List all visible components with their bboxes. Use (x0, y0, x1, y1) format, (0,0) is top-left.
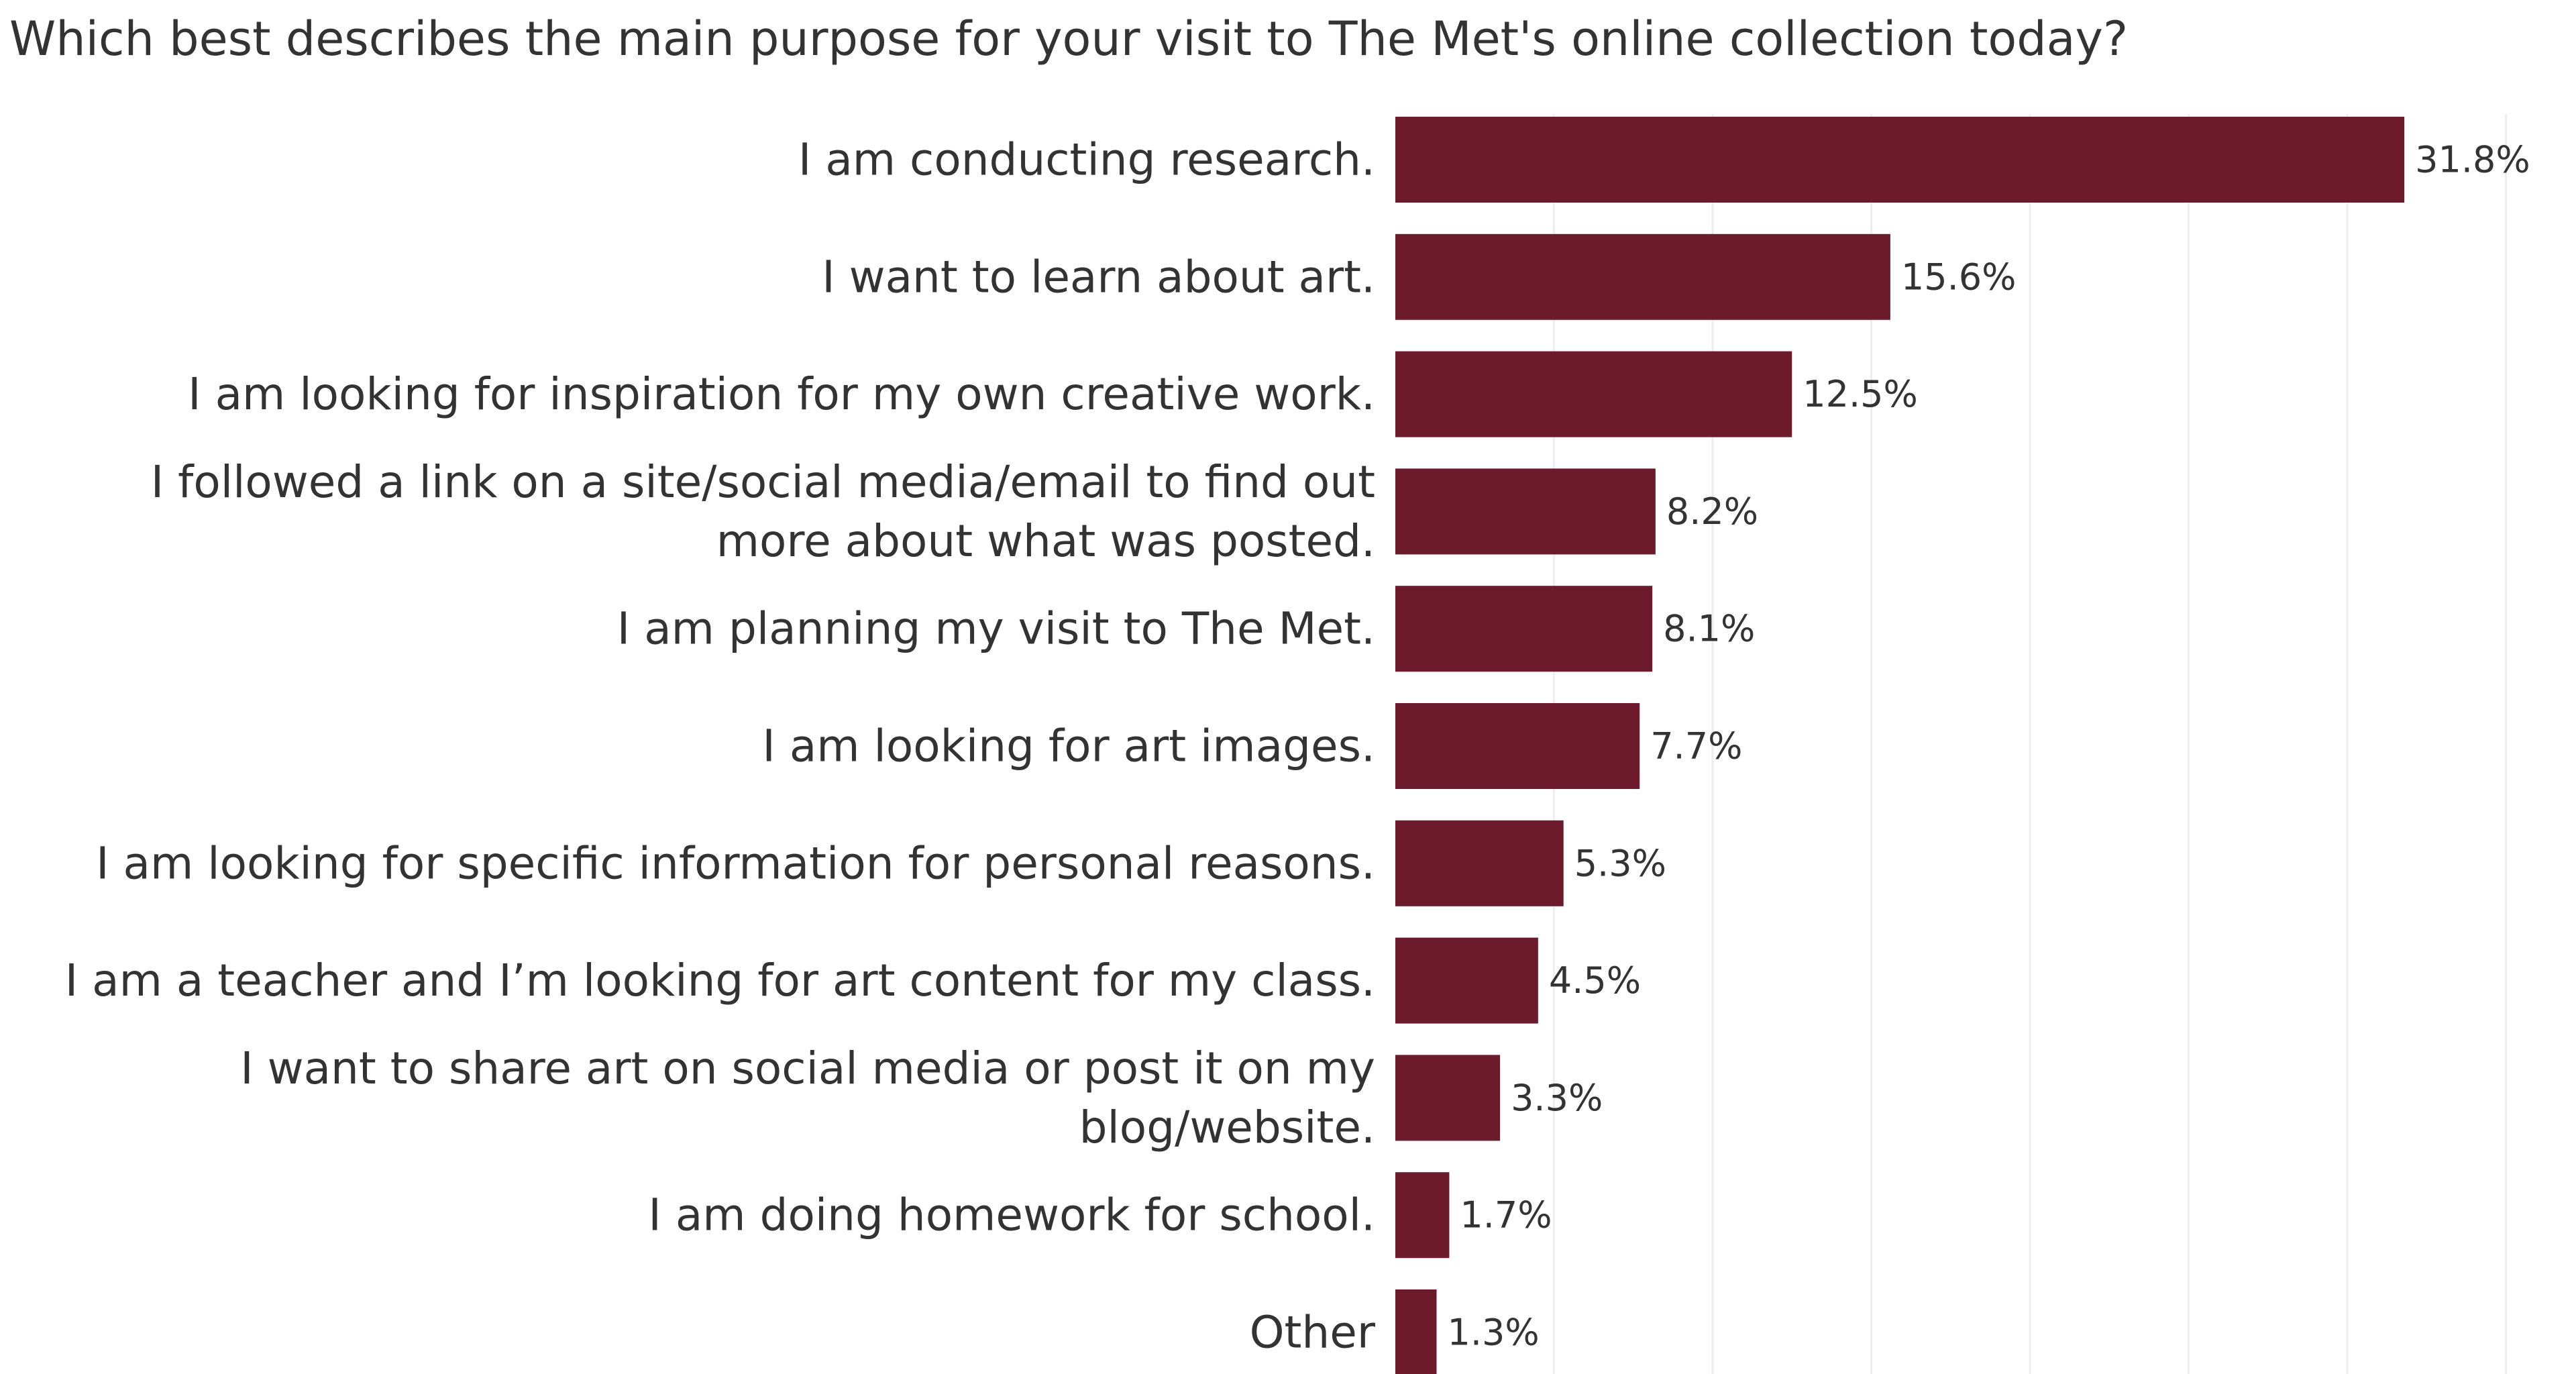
category-label: I am looking for inspiration for my own … (188, 368, 1375, 420)
category-label-line: I am looking for inspiration for my own … (188, 368, 1375, 420)
bar (1395, 820, 1564, 906)
category-label: I want to learn about art. (822, 251, 1375, 303)
category-label-line: I followed a link on a site/social media… (151, 456, 1375, 508)
category-label-line: blog/website. (1079, 1102, 1375, 1153)
category-label: I am planning my visit to The Met. (617, 603, 1375, 655)
category-label: Other (1250, 1307, 1376, 1359)
category-label: I want to share art on social media or p… (240, 1043, 1375, 1153)
category-label: I am doing homework for school. (648, 1190, 1375, 1241)
category-label-line: I am a teacher and I’m looking for art c… (65, 955, 1375, 1006)
bar (1395, 1289, 1437, 1374)
value-label: 5.3% (1574, 842, 1666, 884)
category-label: I am a teacher and I’m looking for art c… (65, 955, 1375, 1006)
bar (1395, 937, 1538, 1024)
category-label-line: I am looking for specific information fo… (96, 837, 1375, 889)
bar (1395, 351, 1792, 437)
category-label-line: I want to learn about art. (822, 251, 1375, 303)
value-label: 8.2% (1666, 490, 1758, 533)
category-label-line: I am conducting research. (798, 134, 1375, 186)
bars-layer (1395, 117, 2405, 1374)
bar (1395, 117, 2405, 203)
value-label: 15.6% (1901, 256, 2017, 298)
value-label: 8.1% (1663, 608, 1755, 650)
category-label-line: I am doing homework for school. (648, 1190, 1375, 1241)
category-labels: I am conducting research. I want to learn… (65, 134, 1376, 1359)
category-label-line: I am looking for art images. (762, 721, 1375, 772)
value-label: 1.3% (1447, 1312, 1539, 1354)
value-label: 4.5% (1549, 959, 1641, 1002)
value-label: 1.7% (1460, 1194, 1552, 1236)
category-label-line: Other (1250, 1307, 1376, 1359)
value-label: 7.7% (1650, 725, 1742, 768)
bar (1395, 233, 1890, 320)
category-label: I followed a link on a site/social media… (151, 456, 1375, 567)
category-label: I am looking for specific information fo… (96, 837, 1375, 889)
category-label-line: I am planning my visit to The Met. (617, 603, 1375, 655)
value-label: 3.3% (1511, 1077, 1603, 1119)
category-label: I am conducting research. (798, 134, 1375, 186)
bar (1395, 1172, 1450, 1259)
bar (1395, 586, 1653, 672)
category-label: I am looking for art images. (762, 721, 1375, 772)
bar (1395, 703, 1640, 789)
value-label: 31.8% (2415, 139, 2530, 181)
category-label-line: I want to share art on social media or p… (240, 1043, 1375, 1094)
grid-layer (1553, 114, 2507, 1374)
category-label-line: more about what was posted. (716, 515, 1375, 567)
value-labels: 31.8% 15.6% 12.5% 8.2% 8.1% 7.7% 5.3% 4.5% 3.3% 1… (1447, 139, 2530, 1354)
value-label: 12.5% (1803, 373, 1918, 415)
chart-title: Which best describes the main purpose fo… (9, 11, 2128, 66)
bar (1395, 468, 1656, 555)
bar (1395, 1055, 1501, 1141)
